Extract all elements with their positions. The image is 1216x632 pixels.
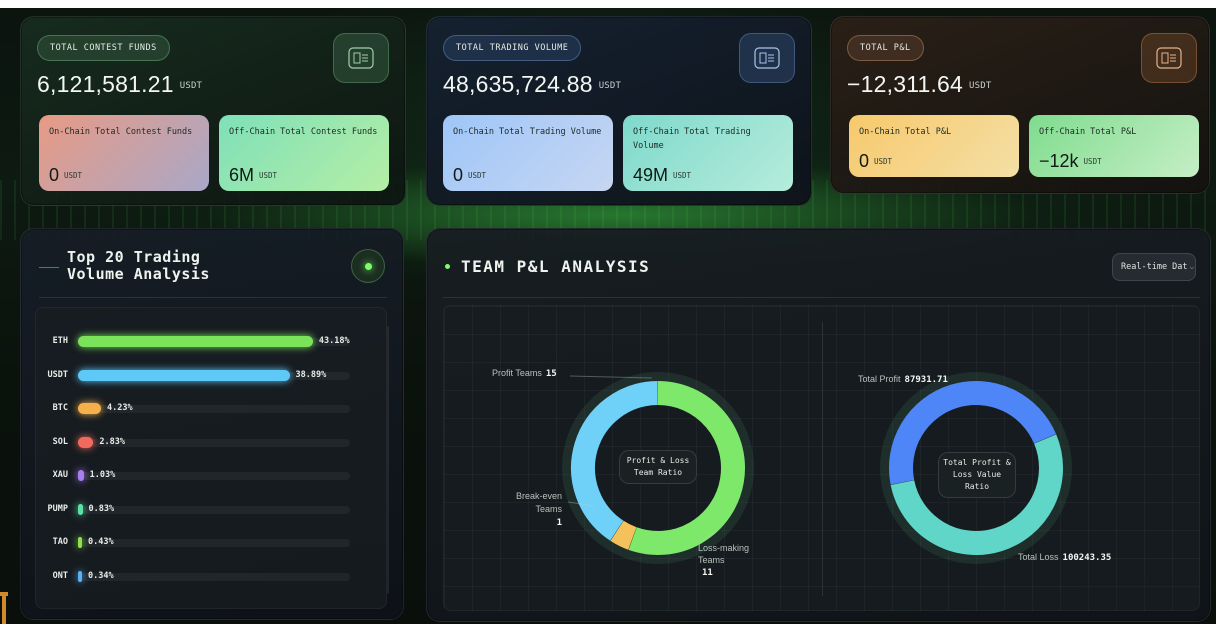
onchain-trading-volume: On-Chain Total Trading Volume 0 USDT	[443, 115, 613, 191]
bar-row-usdt: USDT 38.89%	[36, 368, 366, 382]
volume-analysis-panel: Top 20 Trading Volume Analysis ETH 43.18%…	[20, 228, 404, 620]
bar-value: 0.34%	[88, 570, 114, 581]
trading-volume-value: 48,635,724.88 USDT	[443, 71, 622, 97]
leader-line	[569, 375, 653, 379]
bar-label: USDT	[47, 369, 68, 380]
total-profit-label: Total Profit 87931.71	[858, 374, 948, 385]
volume-bar-chart: ETH 43.18% USDT 38.89% BTC 4.23% SOL 2.83% XAU 1.…	[35, 307, 389, 609]
profit-teams-label: Profit Teams 15	[492, 368, 557, 379]
total-pnl-pill: TOTAL P&L	[847, 35, 924, 61]
bar-fill	[78, 503, 83, 515]
corner-mark	[0, 592, 8, 624]
bar-row-ont: ONT 0.34%	[36, 569, 366, 583]
bar-fill	[78, 403, 101, 414]
team-panel-title: TEAM P&L ANALYSIS	[461, 257, 651, 276]
bar-value: 2.83%	[99, 436, 125, 447]
leader-line	[699, 531, 717, 543]
contest-funds-card: TOTAL CONTEST FUNDS 6,121,581.21 USDT On-…	[20, 16, 406, 206]
donut-glow	[562, 372, 754, 564]
bar-track	[78, 505, 350, 514]
donut-slice[interactable]	[571, 381, 659, 541]
offchain-contest-funds: Off-Chain Total Contest Funds 6M USDT	[219, 115, 389, 191]
bar-value: 43.18%	[318, 336, 350, 346]
donut-slice[interactable]	[628, 381, 745, 555]
trading-volume-pill: TOTAL TRADING VOLUME	[443, 35, 582, 61]
title-dash	[39, 267, 59, 268]
bar-label: ETH	[52, 336, 68, 346]
onchain-total-pnl: On-Chain Total P&L 0 USDT	[849, 115, 1019, 177]
bar-label: PUMP	[47, 503, 68, 514]
offchain-total-pnl: Off-Chain Total P&L −12k USDT	[1029, 115, 1199, 177]
bar-row-tao: TAO 0.43%	[36, 535, 366, 549]
card-icon	[333, 33, 389, 83]
loss-teams-label: Loss-making Teams 11	[698, 543, 750, 578]
donut-slice[interactable]	[889, 381, 1057, 485]
bar-label: SOL	[52, 436, 68, 447]
team-ratio-center: Profit & Loss Team Ratio	[619, 450, 697, 484]
total-pnl-value: −12,311.64 USDT	[847, 71, 992, 97]
bar-fill	[78, 336, 313, 347]
total-loss-label: Total Loss 100243.35	[1018, 552, 1112, 563]
top-edge	[0, 0, 1216, 8]
divider	[443, 297, 1200, 298]
bar-label: XAU	[52, 470, 68, 480]
breakeven-teams-label: Break-even Teams 1	[515, 491, 562, 528]
donut-charts	[562, 372, 1072, 564]
bar-fill	[78, 537, 82, 548]
bar-value: 1.03%	[89, 470, 116, 480]
bar-row-pump: PUMP 0.83%	[36, 502, 366, 516]
bar-value: 0.43%	[88, 537, 114, 547]
bar-value: 4.23%	[107, 403, 133, 413]
team-charts-area: Profit Teams 15 Break-even Teams 1 Loss-ma…	[443, 305, 1200, 611]
donut-glow	[880, 372, 1072, 564]
bar-fill	[78, 570, 82, 582]
status-indicator-button[interactable]	[351, 249, 385, 283]
bar-row-btc: BTC 4.23%	[36, 401, 366, 415]
leader-line	[567, 501, 595, 507]
bar-fill	[78, 369, 290, 381]
bar-track	[78, 472, 350, 480]
chevron-down-icon: ⌵	[1189, 262, 1195, 271]
card-icon	[1141, 33, 1197, 83]
title-dot-icon	[445, 264, 450, 269]
team-ratio-donut	[562, 372, 754, 564]
live-dot-icon	[364, 262, 372, 270]
card-icon	[739, 33, 795, 83]
chart-separator	[822, 322, 823, 596]
onchain-contest-funds: On-Chain Total Contest Funds 0 USDT	[39, 115, 209, 191]
bottom-edge	[0, 624, 1216, 632]
contest-funds-value: 6,121,581.21 USDT	[37, 71, 203, 97]
bar-track	[78, 572, 350, 581]
donut-slice[interactable]	[890, 434, 1063, 555]
team-pnl-panel: TEAM P&L ANALYSIS Real-time Dat ⌵ Profit …	[426, 228, 1211, 622]
bar-row-xau: XAU 1.03%	[36, 468, 366, 482]
bar-track	[78, 405, 350, 413]
bar-fill	[78, 436, 94, 448]
volume-panel-title: Top 20 Trading Volume Analysis	[67, 248, 210, 283]
bar-value: 0.83%	[88, 503, 115, 514]
bar-value: 38.89%	[295, 369, 327, 380]
bar-label: BTC	[52, 403, 68, 413]
offchain-trading-volume: Off-Chain Total Trading Volume 49M USDT	[623, 115, 793, 191]
bar-row-sol: SOL 2.83%	[36, 435, 366, 449]
trading-volume-card: TOTAL TRADING VOLUME 48,635,724.88 USDT O…	[426, 16, 812, 206]
donut-slice[interactable]	[610, 520, 637, 550]
bar-track	[78, 438, 350, 447]
scrollbar[interactable]	[387, 326, 389, 594]
value-ratio-center: Total Profit & Loss Value Ratio	[938, 452, 1016, 498]
divider	[39, 297, 387, 298]
bar-fill	[78, 470, 84, 481]
bar-row-eth: ETH 43.18%	[36, 334, 366, 348]
bar-track	[78, 539, 350, 547]
value-ratio-donut	[880, 372, 1072, 564]
contest-funds-pill: TOTAL CONTEST FUNDS	[37, 35, 170, 61]
bar-label: TAO	[52, 537, 68, 547]
realtime-data-select[interactable]: Real-time Dat ⌵	[1112, 253, 1196, 281]
bar-label: ONT	[52, 570, 68, 581]
total-pnl-card: TOTAL P&L −12,311.64 USDT On-Chain Total …	[830, 16, 1210, 194]
